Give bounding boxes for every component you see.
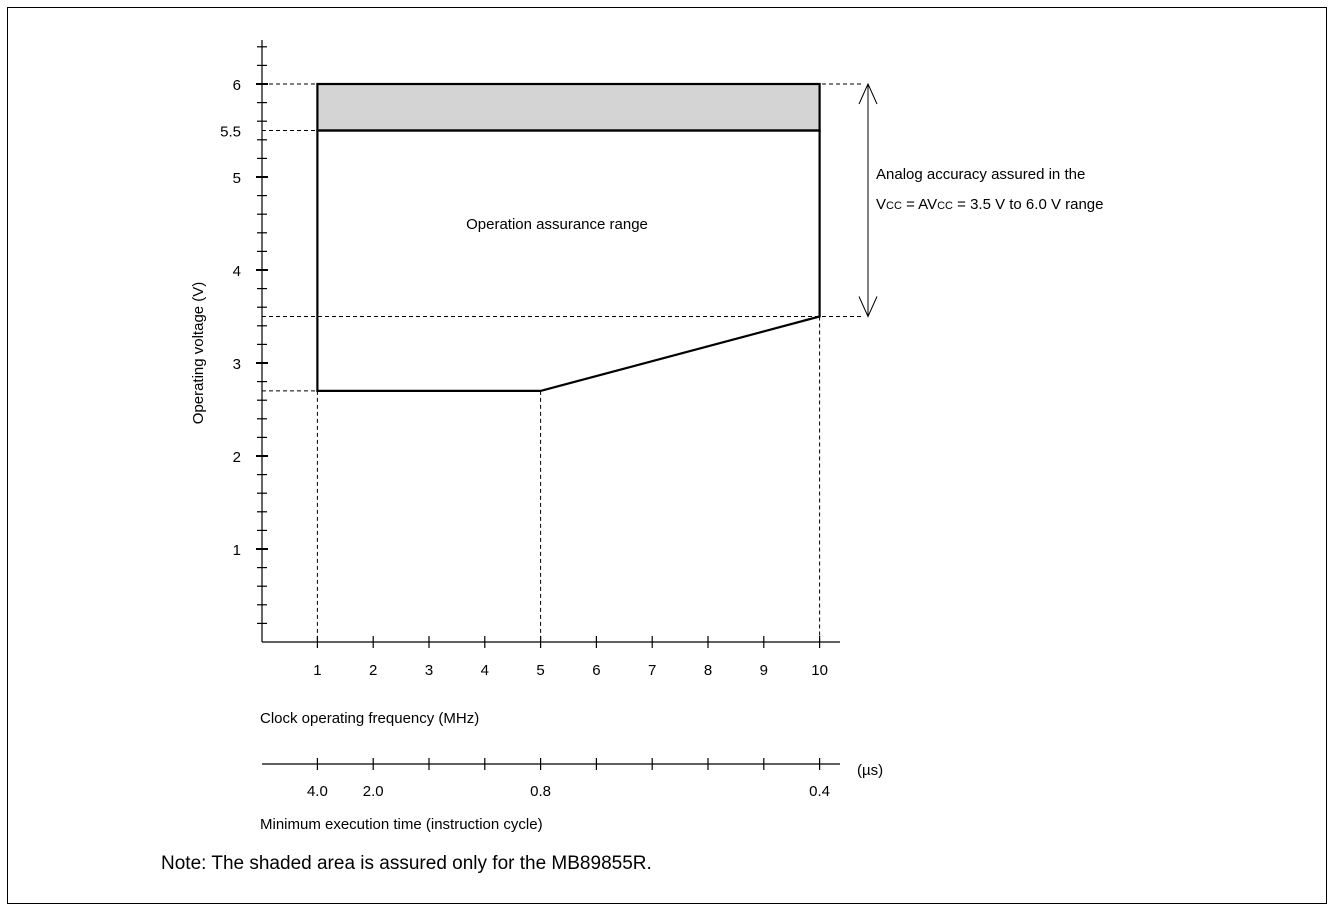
figure-frame xyxy=(7,7,1327,904)
x-tick-label: 9 xyxy=(760,662,768,679)
x-tick-label: 2 xyxy=(369,662,377,679)
y-axis-title: Operating voltage (V) xyxy=(190,282,207,425)
x-tick-label: 3 xyxy=(425,662,433,679)
x-tick-label: 4 xyxy=(481,662,489,679)
operation-region-outline xyxy=(316,129,821,392)
secondary-x-tick-label: 2.0 xyxy=(363,783,384,800)
secondary-x-axis-unit: (µs) xyxy=(857,762,883,779)
analog-accuracy-line1: Analog accuracy assured in the xyxy=(876,166,1085,183)
vcc-v: V xyxy=(876,196,886,213)
x-tick-label: 7 xyxy=(648,662,656,679)
y-tick-label: 1 xyxy=(233,542,241,559)
x-tick-label: 5 xyxy=(536,662,544,679)
avcc-cc: CC xyxy=(937,200,953,212)
y-tick-label: 6 xyxy=(233,77,241,94)
x-tick-label: 10 xyxy=(811,662,828,679)
x-axis-title: Clock operating frequency (MHz) xyxy=(260,710,479,727)
y-tick-label: 2 xyxy=(233,449,241,466)
y-tick-label: 5.5 xyxy=(220,124,241,141)
shaded-area-outline xyxy=(316,82,821,132)
analog-range-arrow-head-bottom xyxy=(858,296,878,318)
secondary-x-tick-label: 4.0 xyxy=(307,783,328,800)
y-tick-label: 3 xyxy=(233,356,241,373)
secondary-x-tick-label: 0.4 xyxy=(809,783,830,800)
analog-range-text: = 3.5 V to 6.0 V range xyxy=(953,196,1104,213)
x-tick-label: 6 xyxy=(592,662,600,679)
vcc-cc: CC xyxy=(886,200,902,212)
shaded-area xyxy=(317,84,820,131)
secondary-x-axis-title: Minimum execution time (instruction cycl… xyxy=(260,816,543,833)
footnote: Note: The shaded area is assured only fo… xyxy=(161,853,652,874)
y-tick-label: 5 xyxy=(233,170,241,187)
x-tick-label: 1 xyxy=(313,662,321,679)
secondary-x-tick-label: 0.8 xyxy=(530,783,551,800)
analog-range-arrow-head-top xyxy=(858,82,878,105)
y-tick-label: 4 xyxy=(233,263,241,280)
x-tick-label: 8 xyxy=(704,662,712,679)
analog-accuracy-line2: VCC = AVCC = 3.5 V to 6.0 V range xyxy=(876,196,1104,213)
avcc-av: = AV xyxy=(902,196,937,213)
operation-range-label: Operation assurance range xyxy=(466,216,648,233)
